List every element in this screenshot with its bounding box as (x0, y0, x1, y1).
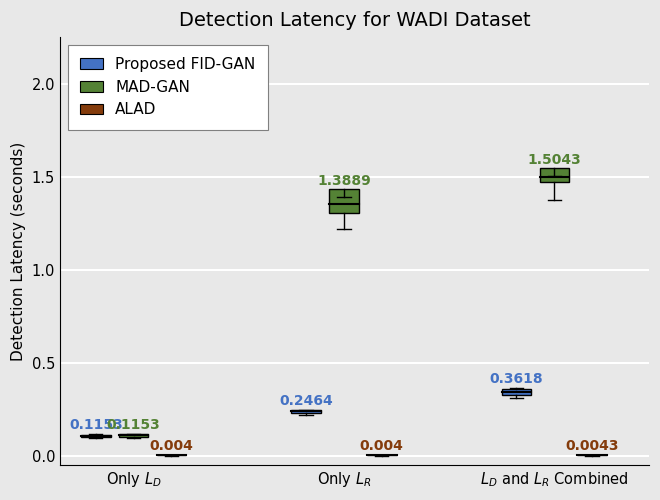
Bar (539, 168, 569, 182)
Bar (119, 434, 148, 436)
Text: 1.5043: 1.5043 (527, 152, 581, 166)
Text: 0.004: 0.004 (360, 439, 404, 453)
Bar (81, 434, 110, 436)
Title: Detection Latency for WADI Dataset: Detection Latency for WADI Dataset (179, 11, 530, 30)
Text: 0.1153: 0.1153 (107, 418, 160, 432)
Text: 0.004: 0.004 (150, 439, 193, 453)
Text: 0.1153: 0.1153 (69, 418, 123, 432)
Bar (329, 189, 358, 213)
Y-axis label: Detection Latency (seconds): Detection Latency (seconds) (11, 142, 26, 361)
Bar (157, 455, 186, 456)
Bar (502, 389, 531, 394)
Text: 1.3889: 1.3889 (317, 174, 371, 188)
Bar (291, 410, 321, 414)
Bar (367, 455, 397, 456)
Text: 0.3618: 0.3618 (490, 372, 543, 386)
Text: 0.2464: 0.2464 (279, 394, 333, 407)
Bar (578, 455, 607, 456)
Legend: Proposed FID-GAN, MAD-GAN, ALAD: Proposed FID-GAN, MAD-GAN, ALAD (68, 45, 267, 130)
Text: 0.0043: 0.0043 (566, 438, 619, 452)
